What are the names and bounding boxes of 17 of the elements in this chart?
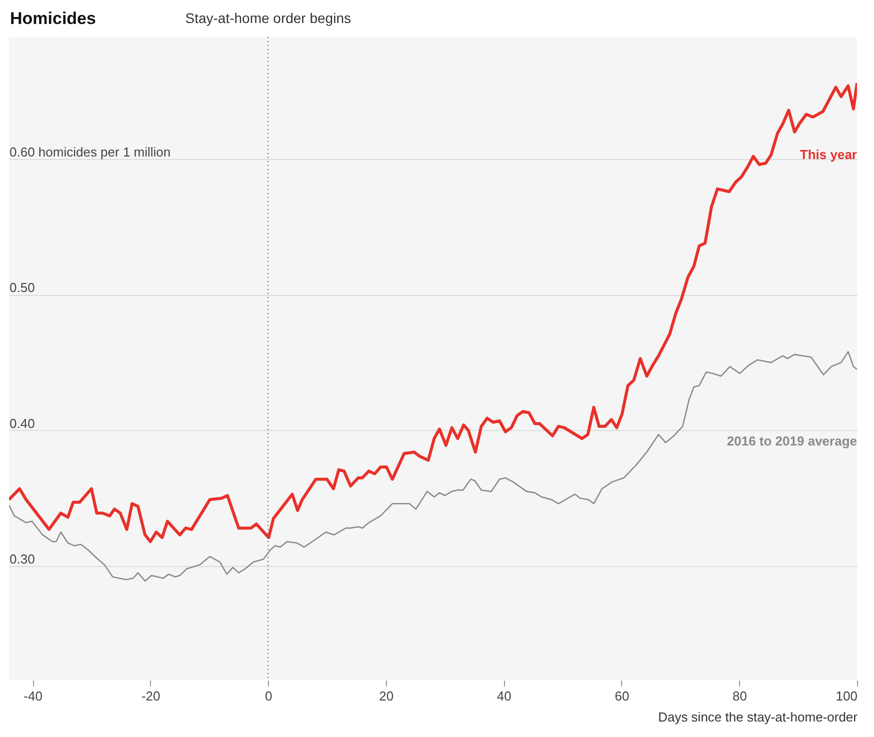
x-tick-label: 0 bbox=[264, 688, 272, 704]
x-tick-label: 60 bbox=[614, 688, 630, 704]
x-tick-label: 100 bbox=[836, 688, 858, 704]
y-tick-label: 0.60 homicides per 1 million bbox=[10, 144, 171, 160]
ref-line-label: Stay-at-home order begins bbox=[185, 10, 351, 26]
x-tick-label: -20 bbox=[141, 688, 160, 704]
chart-title: Homicides bbox=[10, 9, 96, 28]
x-tick-label: -40 bbox=[24, 688, 42, 704]
text: 2016 to 2019 average bbox=[726, 433, 857, 448]
series-label: This year bbox=[800, 147, 857, 162]
y-tick-label: 0.50 bbox=[10, 280, 35, 296]
x-tick-label: 20 bbox=[379, 688, 394, 704]
y-tick-label: 0.30 bbox=[10, 552, 35, 567]
x-axis-title: Days since the stay-at-home-order bbox=[658, 710, 858, 724]
x-tick-label: 80 bbox=[732, 688, 747, 704]
y-tick-label: 0.40 bbox=[10, 416, 35, 431]
x-tick-label: 40 bbox=[496, 688, 512, 704]
